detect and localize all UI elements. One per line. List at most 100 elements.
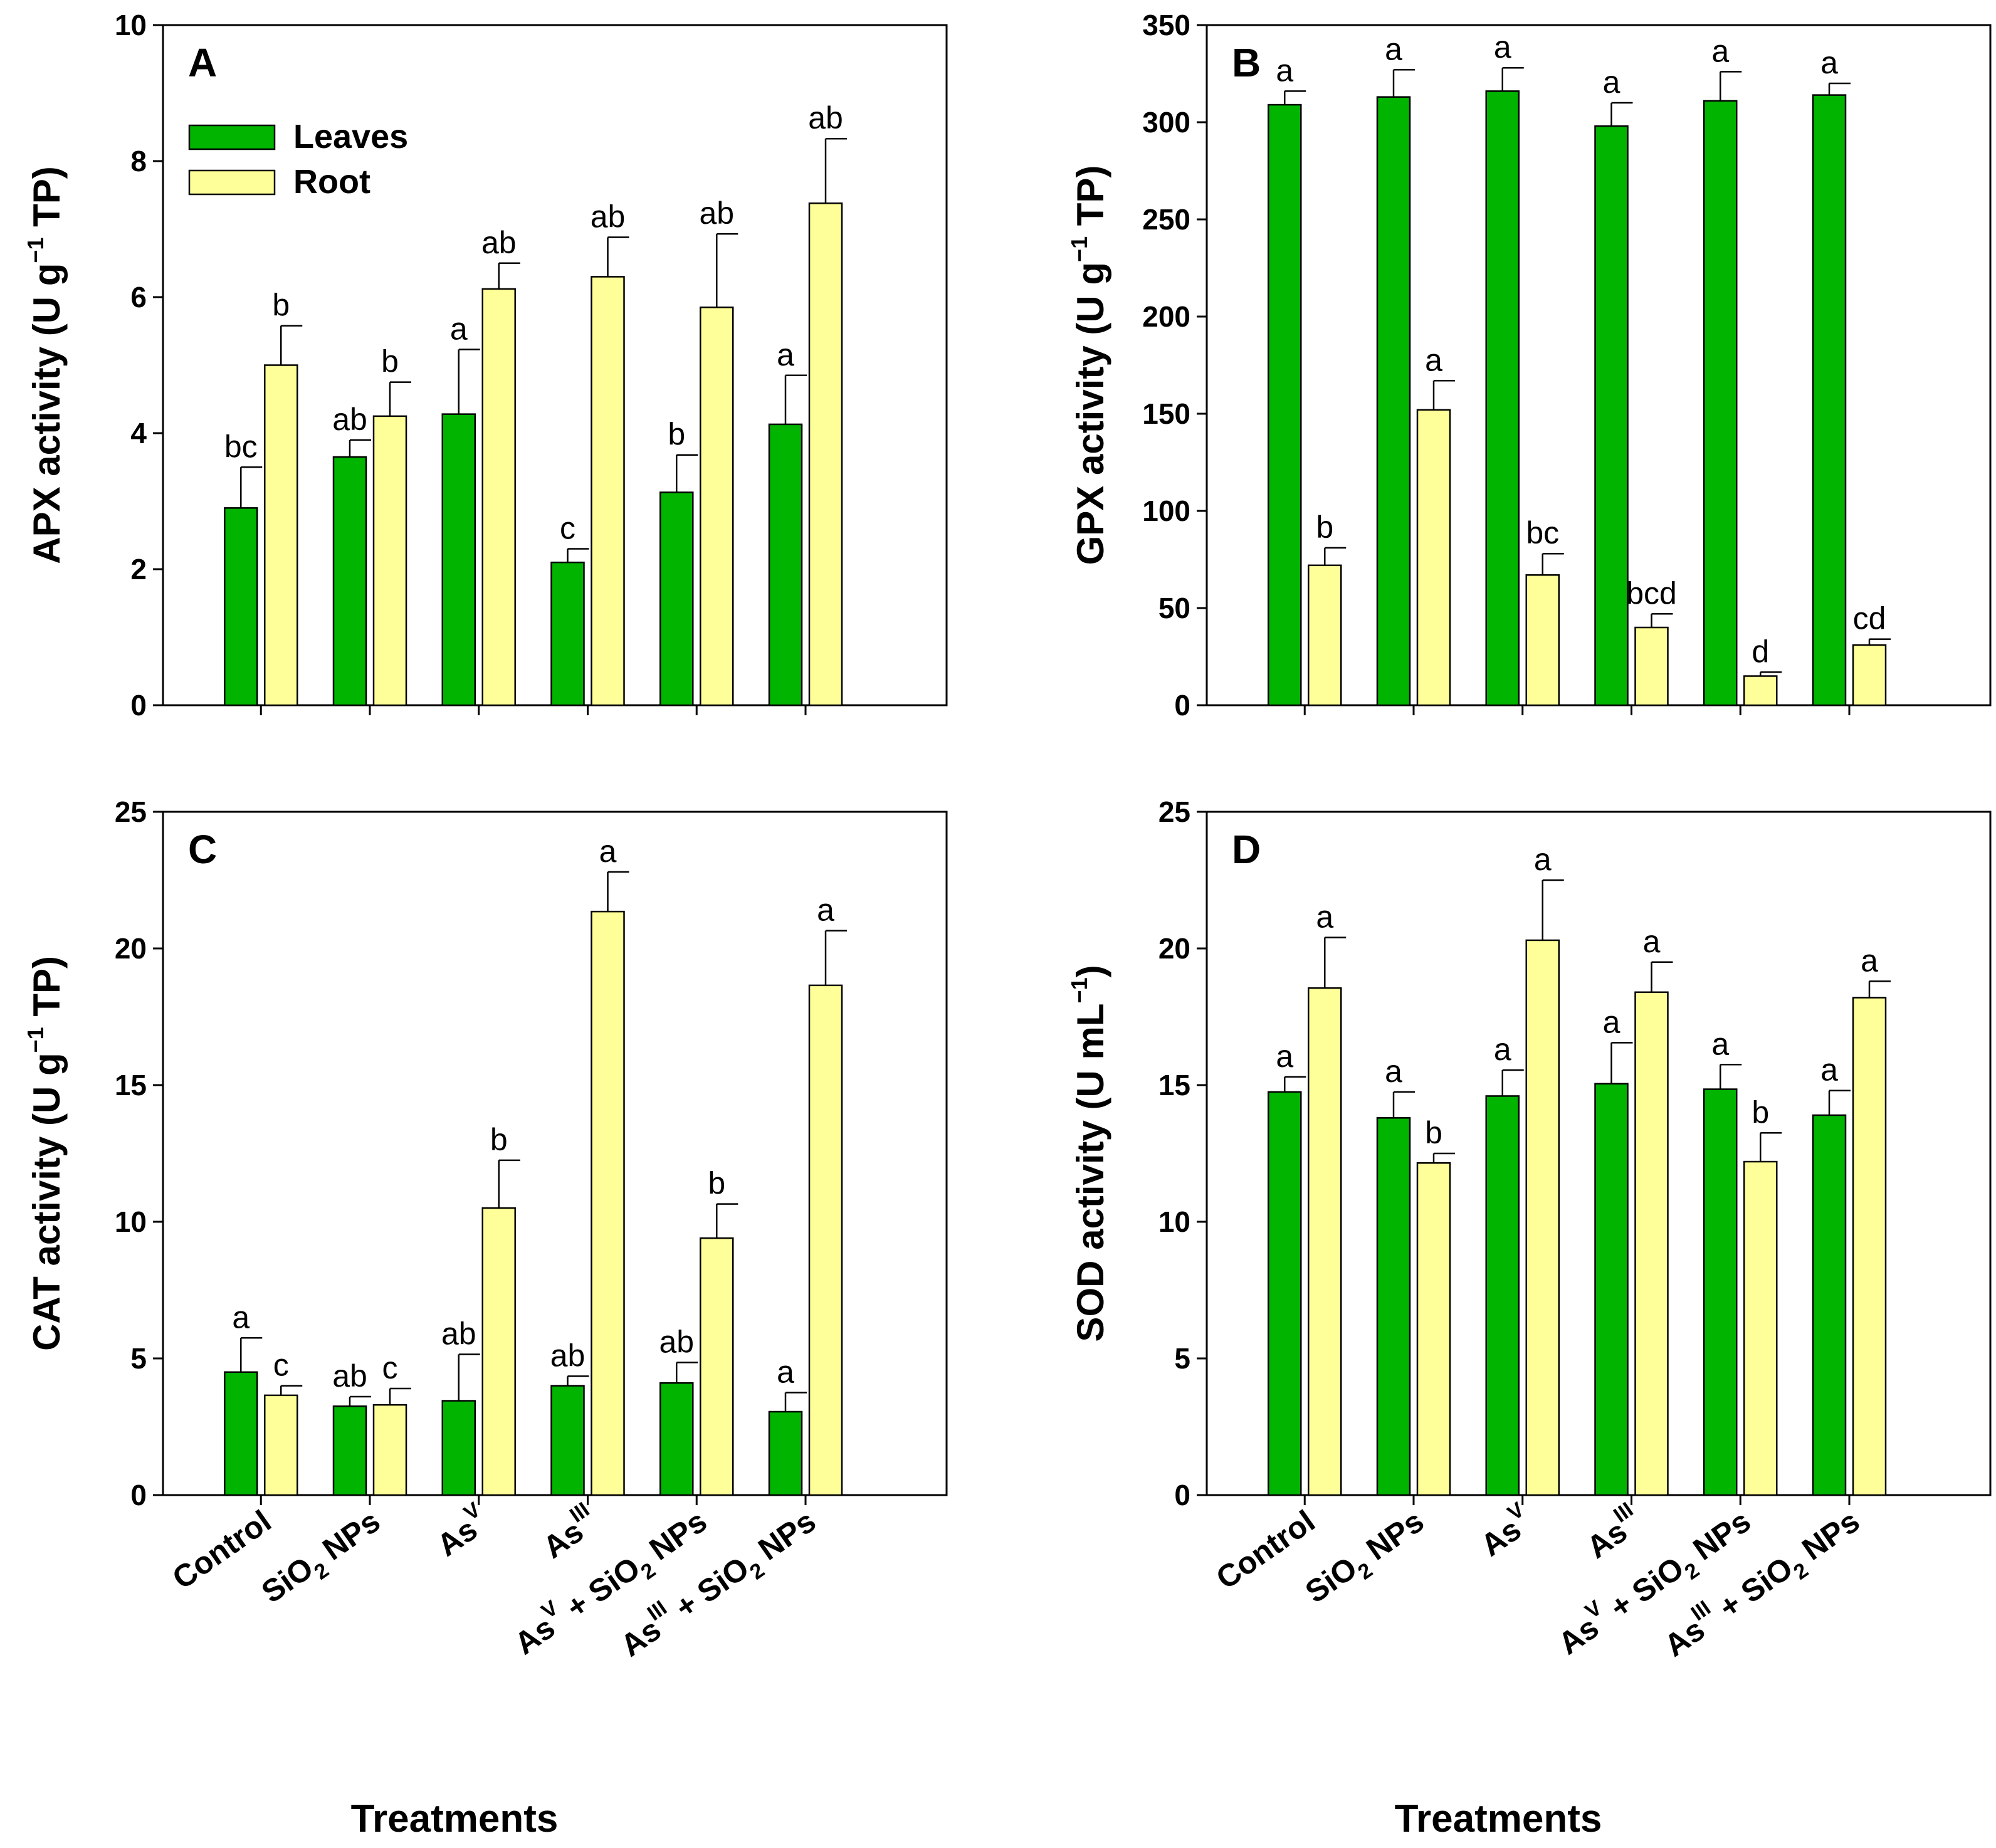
y-axis-label-sup: −1	[1066, 236, 1092, 262]
bar-leaves-4	[1594, 125, 1629, 706]
y-tick-label: 300	[1142, 106, 1190, 139]
y-tick-label: 15	[1158, 1069, 1190, 1101]
y-tick-label: 25	[1158, 795, 1190, 828]
bar-root-1	[1308, 564, 1342, 706]
significance-label: bc	[224, 429, 258, 464]
y-tick-label: 0	[1174, 1479, 1190, 1511]
bar-leaves-1	[1268, 1091, 1302, 1496]
panel-label: D	[1232, 827, 1261, 872]
y-tick-label: 4	[130, 417, 147, 449]
significance-label: b	[708, 1166, 725, 1201]
bar-leaves-4	[550, 1385, 585, 1496]
bar-leaves-6	[1812, 94, 1847, 706]
significance-label: d	[1752, 634, 1769, 669]
y-tick-label: 0	[130, 1479, 147, 1511]
significance-label: ab	[332, 402, 367, 437]
bar-leaves-1	[1268, 103, 1302, 706]
bar-leaves-1	[224, 507, 258, 706]
y-tick-label: 150	[1142, 397, 1190, 430]
significance-label: b	[1316, 510, 1333, 545]
legend-label-root: Root	[293, 163, 370, 201]
bar-root-4	[1634, 991, 1669, 1496]
bar-leaves-2	[332, 456, 367, 706]
significance-label: a	[1711, 1026, 1729, 1061]
y-axis-label-sup: −1	[23, 238, 48, 263]
bar-root-6	[1852, 997, 1887, 1496]
bar-root-1	[264, 1394, 298, 1496]
bar-root-5	[1743, 675, 1778, 706]
bar-root-5	[1743, 1160, 1778, 1496]
significance-label: a	[1861, 943, 1878, 978]
y-tick-label: 8	[130, 145, 147, 177]
significance-label: bcd	[1626, 575, 1677, 611]
y-axis-label: CAT activity (U g−1 TP)	[23, 956, 68, 1351]
y-axis-label: SOD activity (U mL−1)	[1066, 965, 1111, 1341]
significance-label: b	[1425, 1115, 1442, 1150]
legend-swatch-root	[188, 169, 276, 196]
bar-root-6	[808, 202, 843, 706]
bar-root-1	[1308, 987, 1342, 1496]
significance-label: a	[1711, 33, 1729, 68]
significance-label: a	[1385, 1054, 1402, 1089]
y-tick-label: 5	[130, 1342, 147, 1375]
bar-root-3	[1525, 939, 1560, 1496]
significance-label: ab	[481, 225, 517, 260]
significance-label: a	[1276, 1039, 1293, 1074]
bar-leaves-4	[550, 561, 585, 706]
significance-label: a	[1425, 342, 1442, 377]
significance-label: ab	[332, 1358, 367, 1394]
significance-label: a	[1820, 45, 1838, 80]
y-tick-label: 350	[1142, 9, 1190, 41]
bar-leaves-5	[659, 491, 694, 706]
significance-label: a	[1316, 900, 1333, 935]
bar-root-4	[1634, 626, 1669, 706]
significance-label: a	[817, 893, 834, 928]
bar-root-3	[481, 288, 516, 706]
significance-label: a	[1494, 1032, 1511, 1067]
y-tick-label: 200	[1142, 300, 1190, 333]
bar-leaves-2	[332, 1405, 367, 1496]
bar-leaves-3	[1485, 1095, 1520, 1496]
y-tick-label: 0	[1174, 689, 1190, 722]
y-tick-label: 250	[1142, 203, 1190, 236]
legend: Leaves Root	[188, 118, 408, 201]
legend-label-leaves: Leaves	[293, 118, 408, 155]
bar-root-5	[700, 307, 734, 706]
y-tick-label: 0	[130, 689, 147, 722]
y-axis-label-text: TP)	[26, 956, 68, 1027]
bar-leaves-4	[1594, 1083, 1629, 1496]
significance-label: b	[490, 1122, 508, 1157]
panel-label: C	[188, 827, 217, 872]
y-tick-label: 25	[115, 795, 147, 828]
x-axis-title: Treatments	[351, 1797, 559, 1840]
significance-label: a	[1385, 31, 1402, 66]
bar-leaves-2	[1376, 96, 1411, 706]
significance-label: ab	[659, 1325, 694, 1360]
significance-label: a	[1534, 842, 1552, 877]
legend-swatch-leaves	[188, 124, 276, 150]
significance-label: ab	[808, 100, 843, 135]
y-axis-label-text: TP)	[1069, 165, 1111, 236]
y-axis-label-text: APX activity (U g	[26, 263, 68, 564]
bar-root-3	[481, 1207, 516, 1496]
y-axis-label-sup: −1	[1066, 977, 1092, 1003]
significance-label: a	[232, 1299, 250, 1335]
significance-label: a	[599, 834, 617, 869]
bar-root-3	[1525, 574, 1560, 706]
panel-b: 0 50 100 150 200 250 300 350 B GPX activity (U g−…	[1066, 9, 1992, 722]
bar-leaves-5	[1703, 100, 1738, 706]
significance-label: c	[560, 510, 575, 545]
y-tick-label: 20	[115, 932, 147, 965]
bar-root-2	[372, 1404, 407, 1496]
bar-root-2	[1416, 1162, 1451, 1496]
y-axis-label-text: CAT activity (U g	[26, 1053, 68, 1351]
y-axis-label-text: GPX activity (U g	[1069, 262, 1111, 565]
significance-label: a	[1820, 1053, 1838, 1088]
y-tick-label: 15	[115, 1069, 147, 1101]
bar-leaves-6	[768, 1410, 803, 1496]
panel-label: B	[1232, 40, 1261, 85]
significance-label: a	[777, 1355, 794, 1390]
y-axis-label-sup: −1	[23, 1027, 48, 1053]
bar-leaves-3	[441, 413, 476, 706]
